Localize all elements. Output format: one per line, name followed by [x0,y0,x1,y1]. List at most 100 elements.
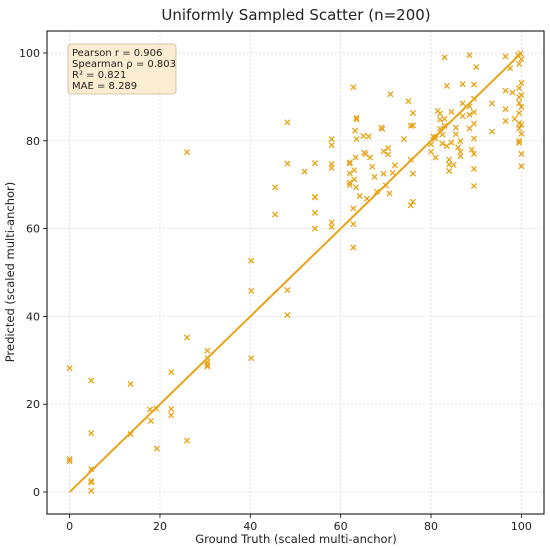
data-point [441,115,448,122]
data-point [446,156,453,163]
data-point [443,142,450,150]
data-point [409,198,417,205]
data-point [400,135,407,143]
plot-frame [46,30,545,515]
data-point [407,202,414,209]
data-point [350,244,357,251]
data-point [468,146,475,153]
data-point [385,151,392,158]
data-point [352,154,359,161]
data-point [470,150,478,158]
data-point [518,121,525,128]
data-point [66,365,73,372]
data-point [459,113,466,120]
data-point [184,437,191,444]
data-point [346,159,353,166]
data-point [437,116,444,123]
data-point [387,91,394,98]
data-point [380,148,387,155]
data-point [328,219,335,226]
data-point [502,106,509,113]
data-point [147,417,154,424]
data-point [441,54,448,61]
data-point [248,287,255,295]
data-point [311,209,318,216]
data-point [371,173,378,180]
data-point [518,79,525,86]
data-point [457,153,464,160]
data-point [432,135,439,142]
data-point [389,169,396,176]
data-point [427,141,435,148]
data-point [373,188,380,195]
data-point [311,160,318,167]
data-point [466,111,473,118]
data-point [352,184,360,191]
data-point [356,193,363,200]
data-point [452,131,459,138]
data-point [204,347,211,354]
data-point [455,144,462,151]
data-point [459,81,466,88]
data-point [511,115,518,122]
y-axis-label: Predicted (scaled multi-anchor) [3,182,17,362]
data-point [391,162,398,169]
x-axis-ticks: 0 20 40 60 80 100 [66,514,532,533]
data-point [362,150,369,158]
data-point [470,135,478,142]
data-point [407,156,414,163]
x-tick-label: 80 [424,520,438,533]
data-point [518,92,525,99]
data-point [518,103,525,111]
data-point [272,184,279,191]
data-point [517,50,524,57]
data-point [353,135,360,143]
data-point [518,150,525,158]
data-point [516,137,523,144]
data-point [248,355,255,362]
fit-line [68,52,523,493]
data-point [516,60,523,67]
data-point [146,406,154,413]
data-point [301,168,308,175]
data-point [439,131,446,138]
x-tick-label: 20 [153,520,167,533]
data-point [369,163,376,170]
data-point [353,114,360,121]
data-point [350,84,357,91]
stats-box: Pearson r = 0.906 Spearman ρ = 0.803 R² … [67,43,177,95]
data-point [153,405,160,412]
data-point [409,122,417,129]
data-point [272,211,279,218]
data-point [366,154,374,161]
data-point [518,130,525,137]
y-tick-label: 60 [26,223,40,236]
x-tick-label: 40 [243,520,257,533]
data-point [204,363,211,370]
data-point [88,478,95,485]
data-point [328,142,335,149]
data-point [184,334,191,341]
stats-spearman: Spearman ρ = 0.803 [72,59,176,70]
data-point [284,119,291,126]
data-point [443,82,450,89]
data-point [518,163,525,170]
data-point [516,99,523,107]
data-point [350,221,357,228]
y-axis-ticks: 0 20 40 60 80 100 [19,47,47,499]
y-tick-label: 80 [26,135,40,148]
data-point [168,405,175,413]
data-point [284,160,291,167]
data-point [350,205,357,212]
data-point [437,110,444,117]
data-point [353,116,360,123]
y-tick-label: 20 [26,398,40,411]
data-point [439,140,446,147]
data-point [427,148,435,155]
data-point [168,412,175,419]
data-point [470,165,478,172]
data-point [470,182,478,190]
data-point [352,127,359,134]
data-point [459,100,466,107]
data-point [470,95,478,102]
